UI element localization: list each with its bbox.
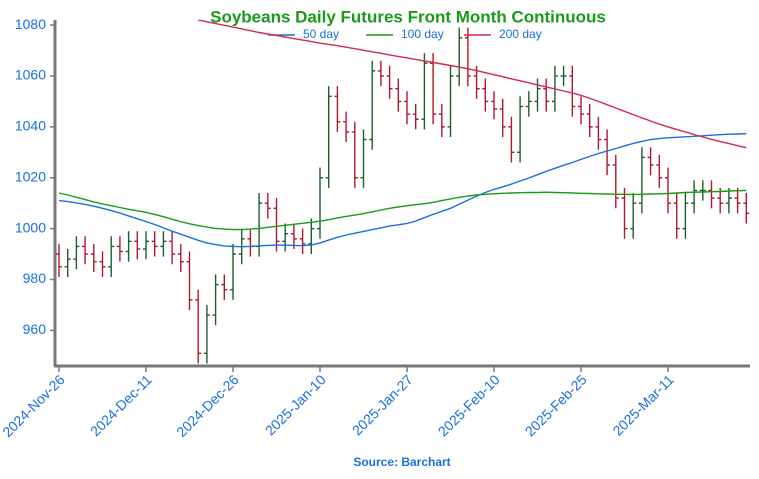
ma-line (58, 189, 747, 231)
x-tick-label: 2025-Feb-10 (435, 371, 503, 439)
legend-label: 50 day (303, 27, 339, 41)
y-tick-label: 980 (23, 270, 47, 286)
source: Source: Barchart (353, 455, 450, 469)
legend-label: 200 day (499, 27, 542, 41)
x-tick-label: 2025-Feb-25 (522, 371, 590, 439)
legend-label: 100 day (401, 27, 444, 41)
x-tick-label: 2025-Jan-10 (262, 371, 329, 438)
x-tick-label: 2024-Nov-26 (0, 371, 68, 440)
ma-line (198, 19, 747, 149)
x-tick-label: 2024-Dec-11 (87, 371, 155, 439)
x-tick-label: 2024-Dec-26 (173, 371, 242, 440)
y-tick-label: 960 (23, 321, 47, 337)
y-tick-label: 1080 (15, 16, 46, 32)
ma-line (58, 133, 747, 248)
chart-title: Soybeans Daily Futures Front Month Conti… (210, 7, 606, 26)
x-tick-label: 2025-Jan-27 (349, 371, 416, 438)
y-tick-label: 1060 (15, 67, 46, 83)
y-tick-label: 1040 (15, 118, 46, 134)
x-tick-label: 2025-Mar-11 (609, 371, 676, 438)
y-tick-label: 1000 (15, 219, 46, 235)
y-tick-label: 1020 (15, 168, 46, 184)
